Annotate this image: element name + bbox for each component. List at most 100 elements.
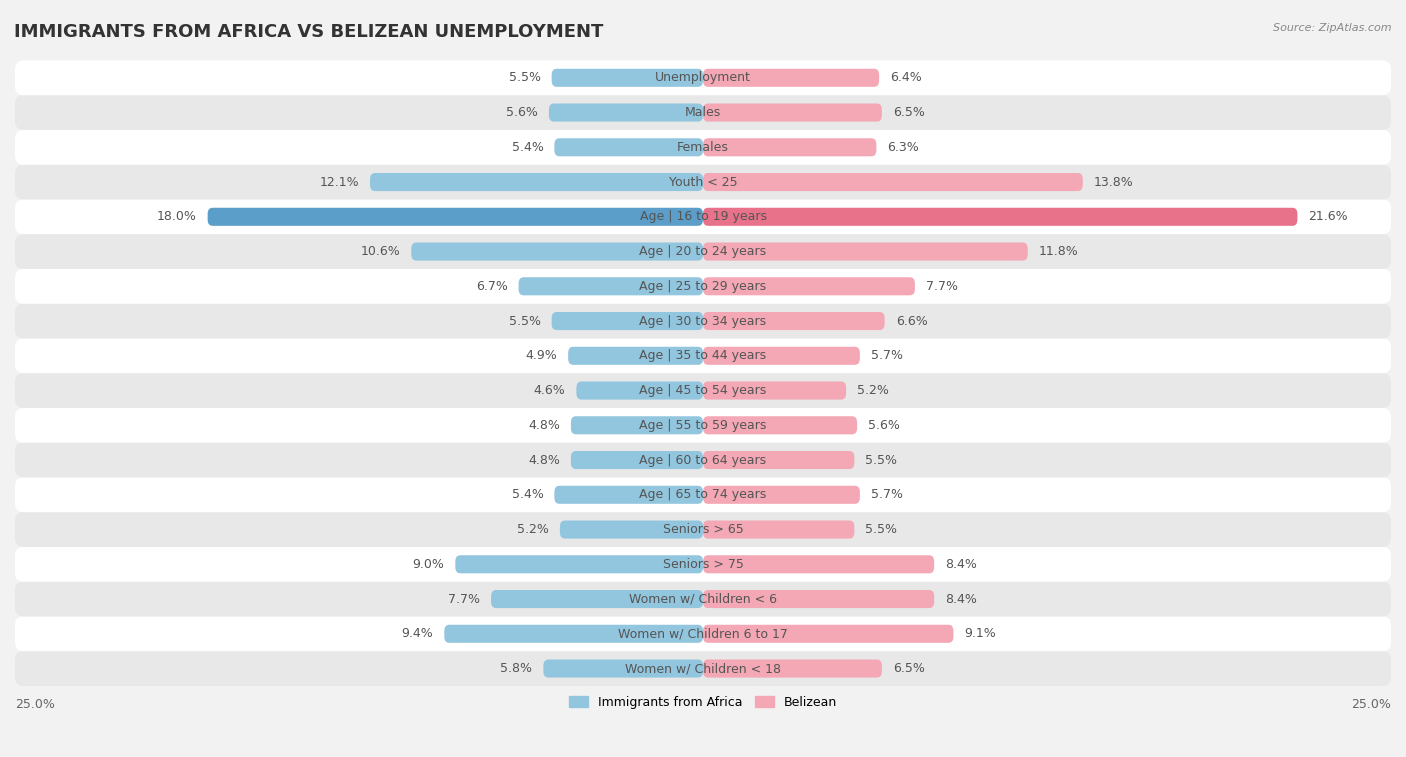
Text: Age | 25 to 29 years: Age | 25 to 29 years [640,280,766,293]
Text: Women w/ Children 6 to 17: Women w/ Children 6 to 17 [619,628,787,640]
FancyBboxPatch shape [14,234,1392,269]
Text: 13.8%: 13.8% [1094,176,1133,188]
FancyBboxPatch shape [14,304,1392,338]
FancyBboxPatch shape [571,451,703,469]
Text: 8.4%: 8.4% [945,558,977,571]
Text: 6.3%: 6.3% [887,141,920,154]
FancyBboxPatch shape [703,521,855,538]
FancyBboxPatch shape [703,555,934,573]
FancyBboxPatch shape [14,338,1392,373]
FancyBboxPatch shape [703,486,860,504]
FancyBboxPatch shape [703,139,876,157]
FancyBboxPatch shape [14,581,1392,616]
FancyBboxPatch shape [560,521,703,538]
Text: 6.5%: 6.5% [893,106,925,119]
Text: IMMIGRANTS FROM AFRICA VS BELIZEAN UNEMPLOYMENT: IMMIGRANTS FROM AFRICA VS BELIZEAN UNEMP… [14,23,603,41]
FancyBboxPatch shape [554,139,703,157]
Text: 5.5%: 5.5% [865,523,897,536]
Text: 11.8%: 11.8% [1039,245,1078,258]
Text: Youth < 25: Youth < 25 [669,176,737,188]
FancyBboxPatch shape [14,408,1392,443]
Text: 4.8%: 4.8% [529,419,560,431]
FancyBboxPatch shape [14,269,1392,304]
Text: 4.9%: 4.9% [526,349,557,363]
FancyBboxPatch shape [456,555,703,573]
Text: 5.7%: 5.7% [870,349,903,363]
FancyBboxPatch shape [14,478,1392,512]
FancyBboxPatch shape [703,590,934,608]
FancyBboxPatch shape [703,451,855,469]
Text: Age | 60 to 64 years: Age | 60 to 64 years [640,453,766,466]
Text: 21.6%: 21.6% [1309,210,1348,223]
Legend: Immigrants from Africa, Belizean: Immigrants from Africa, Belizean [564,691,842,714]
FancyBboxPatch shape [703,312,884,330]
Text: Females: Females [678,141,728,154]
FancyBboxPatch shape [14,512,1392,547]
FancyBboxPatch shape [571,416,703,435]
FancyBboxPatch shape [444,625,703,643]
FancyBboxPatch shape [703,382,846,400]
FancyBboxPatch shape [14,651,1392,686]
Text: Seniors > 65: Seniors > 65 [662,523,744,536]
Text: 5.5%: 5.5% [865,453,897,466]
FancyBboxPatch shape [703,173,1083,191]
Text: Age | 65 to 74 years: Age | 65 to 74 years [640,488,766,501]
Text: 5.2%: 5.2% [517,523,548,536]
Text: 5.5%: 5.5% [509,71,541,84]
Text: Age | 55 to 59 years: Age | 55 to 59 years [640,419,766,431]
Text: Unemployment: Unemployment [655,71,751,84]
Text: 6.5%: 6.5% [893,662,925,675]
Text: 7.7%: 7.7% [449,593,479,606]
FancyBboxPatch shape [543,659,703,678]
FancyBboxPatch shape [703,416,858,435]
Text: 6.4%: 6.4% [890,71,922,84]
Text: Males: Males [685,106,721,119]
Text: Age | 16 to 19 years: Age | 16 to 19 years [640,210,766,223]
Text: Age | 30 to 34 years: Age | 30 to 34 years [640,315,766,328]
Text: Women w/ Children < 6: Women w/ Children < 6 [628,593,778,606]
Text: 5.2%: 5.2% [858,384,889,397]
Text: 4.6%: 4.6% [534,384,565,397]
Text: 5.4%: 5.4% [512,488,543,501]
FancyBboxPatch shape [554,486,703,504]
Text: 8.4%: 8.4% [945,593,977,606]
FancyBboxPatch shape [14,61,1392,95]
FancyBboxPatch shape [412,242,703,260]
Text: 9.0%: 9.0% [412,558,444,571]
Text: 25.0%: 25.0% [1351,698,1391,711]
FancyBboxPatch shape [703,625,953,643]
FancyBboxPatch shape [551,69,703,87]
FancyBboxPatch shape [14,373,1392,408]
FancyBboxPatch shape [519,277,703,295]
FancyBboxPatch shape [14,165,1392,199]
Text: Age | 45 to 54 years: Age | 45 to 54 years [640,384,766,397]
FancyBboxPatch shape [208,207,703,226]
Text: Source: ZipAtlas.com: Source: ZipAtlas.com [1274,23,1392,33]
FancyBboxPatch shape [703,347,860,365]
Text: Women w/ Children < 18: Women w/ Children < 18 [626,662,780,675]
FancyBboxPatch shape [548,104,703,122]
FancyBboxPatch shape [14,547,1392,581]
FancyBboxPatch shape [491,590,703,608]
FancyBboxPatch shape [703,659,882,678]
FancyBboxPatch shape [568,347,703,365]
Text: 12.1%: 12.1% [319,176,359,188]
FancyBboxPatch shape [14,443,1392,478]
FancyBboxPatch shape [703,207,1298,226]
FancyBboxPatch shape [703,242,1028,260]
FancyBboxPatch shape [551,312,703,330]
Text: 5.8%: 5.8% [501,662,533,675]
FancyBboxPatch shape [14,95,1392,130]
Text: 9.1%: 9.1% [965,628,997,640]
Text: 5.7%: 5.7% [870,488,903,501]
FancyBboxPatch shape [703,104,882,122]
FancyBboxPatch shape [14,130,1392,165]
Text: 6.7%: 6.7% [475,280,508,293]
Text: 5.6%: 5.6% [868,419,900,431]
FancyBboxPatch shape [703,277,915,295]
Text: 10.6%: 10.6% [360,245,401,258]
FancyBboxPatch shape [370,173,703,191]
Text: Seniors > 75: Seniors > 75 [662,558,744,571]
Text: Age | 35 to 44 years: Age | 35 to 44 years [640,349,766,363]
Text: 5.6%: 5.6% [506,106,538,119]
